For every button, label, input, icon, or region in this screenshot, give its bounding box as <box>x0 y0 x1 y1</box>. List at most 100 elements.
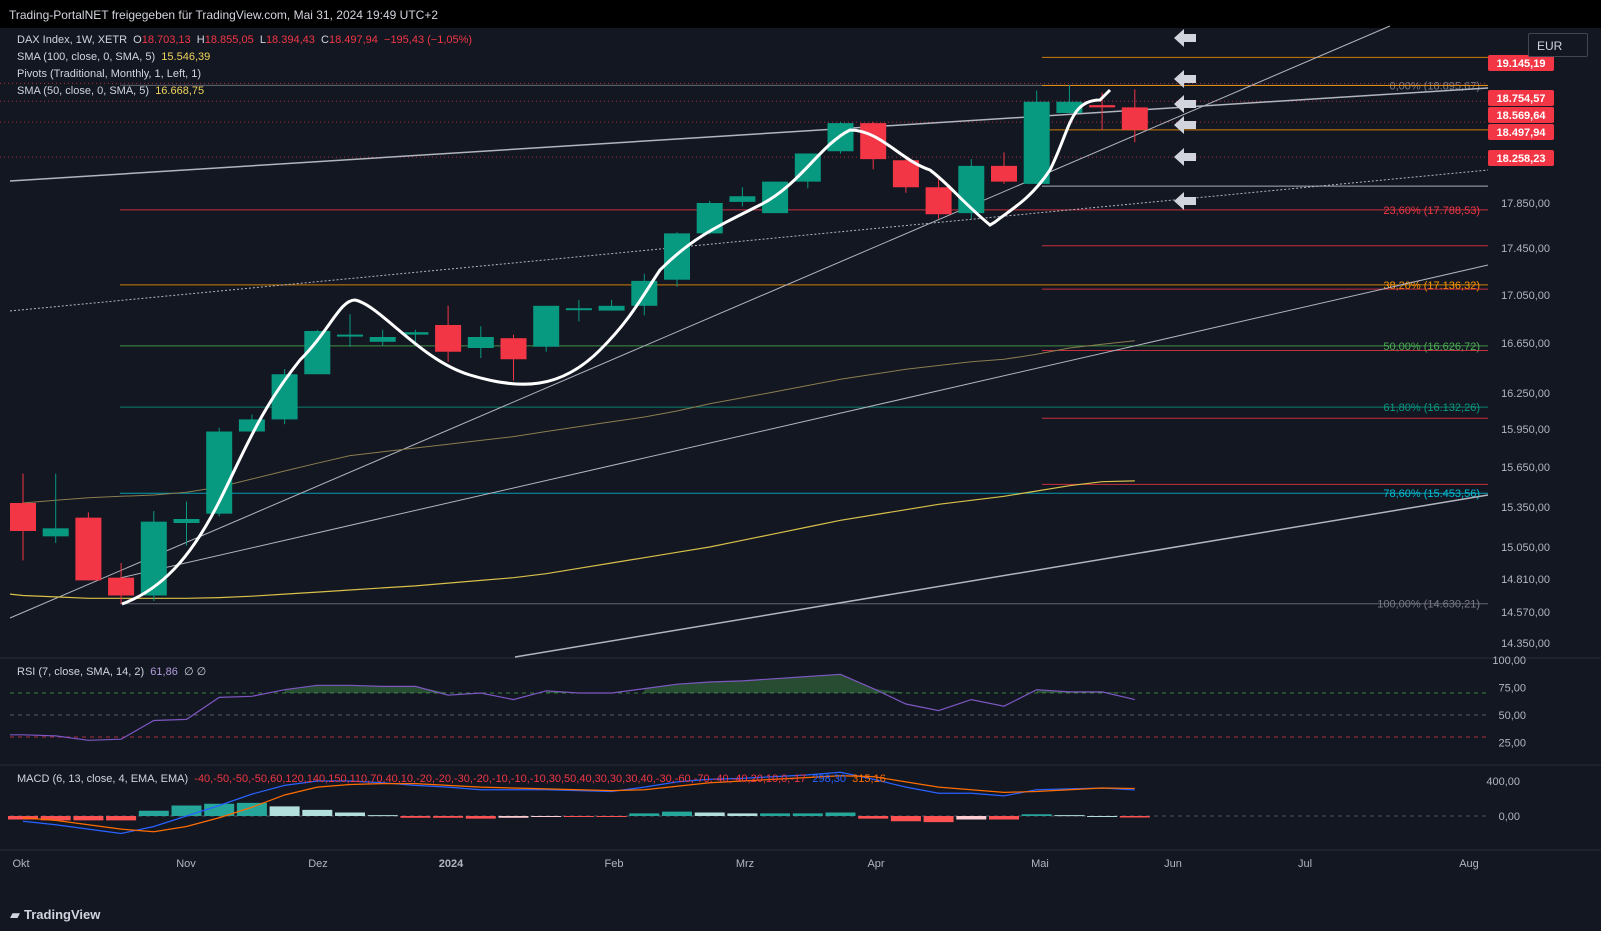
price-tick-label: 14.350,00 <box>1501 638 1550 650</box>
rsi-tick-label: 50,00 <box>1498 710 1526 722</box>
sma50-line <box>9 340 1135 511</box>
price-tag-label: 18.754,57 <box>1497 93 1546 105</box>
fib-level-label: 50,00% (16.626,72) <box>1383 341 1480 353</box>
macd-histogram-bar <box>1119 816 1150 818</box>
legend-open: 18.703,13 <box>141 34 191 46</box>
price-chart[interactable]: 14.350,00 14.570,00 14.810,00 15.050,00 15.3… <box>0 0 1601 900</box>
candle-body <box>696 203 723 234</box>
time-tick-label: Nov <box>176 858 196 870</box>
rsi-legend[interactable]: RSI (7, close, SMA, 14, 2) 61,86 ∅ ∅ <box>17 666 207 678</box>
legend-sma100[interactable]: SMA (100, close, 0, SMA, 5) 15.546,39 <box>17 51 211 63</box>
candle-body <box>1089 105 1116 108</box>
rsi-overbought-fill <box>284 674 1135 693</box>
macd-hist-value: -40,-50,-50,-50,60,120,140,150,110,70,40… <box>194 773 807 785</box>
price-tick-label: 16.250,00 <box>1501 388 1550 400</box>
macd-histogram-bar <box>433 816 464 818</box>
macd-histogram-bar <box>138 810 169 816</box>
publisher-bar: Trading-PortalNET freigegeben für Tradin… <box>0 0 1601 28</box>
macd-histogram-bar <box>269 806 300 816</box>
candle-body <box>500 338 527 360</box>
candle-body <box>337 334 363 337</box>
time-tick-label: Apr <box>867 858 884 870</box>
arrow-marker <box>1174 70 1196 88</box>
macd-tick-label: 0,00 <box>1499 811 1520 823</box>
candle-body <box>467 337 494 348</box>
macd-histogram-bar <box>498 816 529 818</box>
macd-histogram-bar <box>989 816 1019 820</box>
macd-histogram-bar <box>858 816 889 819</box>
legend-sma50[interactable]: SMA (50, close, 0, SMA, 5) 16.668,75 <box>17 85 205 97</box>
price-tick-label: 15.350,00 <box>1501 502 1550 514</box>
macd-signal-value: 315,16 <box>852 773 886 785</box>
trendline-middle <box>119 264 1489 579</box>
fib-level-label: 23,60% (17.788,53) <box>1383 205 1480 217</box>
publisher-text: Trading-PortalNET freigegeben für Tradin… <box>9 8 439 22</box>
candle-body <box>42 528 69 537</box>
candle-body <box>108 577 135 596</box>
candle-body <box>958 165 985 214</box>
candle-body <box>664 233 690 280</box>
macd-histogram-bar <box>531 816 562 817</box>
macd-histogram-bar <box>890 816 921 822</box>
price-tick-label: 17.450,00 <box>1501 243 1550 255</box>
arrow-marker <box>1174 95 1196 113</box>
fib-level-label: 61,80% (16.132,26) <box>1383 402 1480 414</box>
macd-histogram-bar <box>335 812 365 816</box>
rsi-value: 61,86 <box>150 666 178 678</box>
sma100-line <box>9 480 1135 599</box>
trendline-upper <box>9 87 1489 182</box>
currency-button[interactable]: EUR <box>1528 33 1588 57</box>
macd-histogram-bar <box>792 813 823 816</box>
macd-signal-line <box>22 775 1135 833</box>
candle-body <box>925 187 952 215</box>
price-tag <box>1488 150 1554 166</box>
macd-histogram-bar <box>1087 816 1118 817</box>
price-tag-label: 19.145,19 <box>1497 58 1546 70</box>
candle-body <box>991 165 1017 182</box>
candle-body <box>565 308 592 311</box>
macd-histogram-bar <box>236 802 267 816</box>
arrow-marker <box>1174 29 1196 47</box>
tradingview-logo: ▰ TradingView <box>10 907 101 922</box>
legend-sma50-value: 16.668,75 <box>155 85 205 97</box>
macd-histogram-bar <box>760 813 791 816</box>
price-tick-label: 15.650,00 <box>1501 462 1550 474</box>
price-tick-label: 17.850,00 <box>1501 198 1550 210</box>
price-tick-label: 15.050,00 <box>1501 542 1550 554</box>
macd-histogram-bar <box>400 816 431 818</box>
legend-sma100-value: 15.546,39 <box>161 51 211 63</box>
candle-body <box>729 196 756 202</box>
time-tick-label: Aug <box>1459 858 1479 870</box>
fib-level-label: 100,00% (14.630,21) <box>1377 599 1480 611</box>
macd-legend[interactable]: MACD (6, 13, close, 4, EMA, EMA) -40,-50… <box>17 773 886 785</box>
time-tick-label: Okt <box>12 858 29 870</box>
legend-pivots[interactable]: Pivots (Traditional, Monthly, 1, Left, 1… <box>17 68 202 80</box>
legend-symbol-row: DAX Index, 1W, XETR O18.703,13 H18.855,0… <box>17 34 473 46</box>
footer-bar <box>0 900 1601 931</box>
macd-histogram-bar <box>596 816 627 817</box>
trendline-steep <box>9 25 1391 619</box>
macd-histogram-bar <box>694 812 725 816</box>
trendline-dotted <box>9 169 1489 312</box>
time-tick-label: Jul <box>1298 858 1312 870</box>
candle-body <box>140 521 167 596</box>
price-tag-label: 18.569,64 <box>1497 110 1547 122</box>
candle-body <box>1023 101 1050 184</box>
rsi-tick-label: 100,00 <box>1492 655 1526 667</box>
trendline-lower <box>514 494 1489 658</box>
candle-body <box>435 325 462 352</box>
macd-histogram-bar <box>204 803 235 816</box>
macd-histogram-bar <box>73 816 104 821</box>
macd-histogram-bar <box>923 816 954 823</box>
price-tag <box>1488 90 1554 106</box>
candle-body <box>1121 107 1148 130</box>
rsi-tick-label: 25,00 <box>1498 738 1526 750</box>
price-tick-label: 17.050,00 <box>1501 290 1550 302</box>
macd-histogram-bar <box>563 816 594 817</box>
candle-body <box>598 305 625 311</box>
price-tag <box>1488 55 1554 71</box>
legend-change: −195,43 (−1,05%) <box>384 34 473 46</box>
macd-tick-label: 400,00 <box>1486 776 1520 788</box>
price-tick-label: 15.950,00 <box>1501 424 1550 436</box>
candle-body <box>402 332 429 335</box>
